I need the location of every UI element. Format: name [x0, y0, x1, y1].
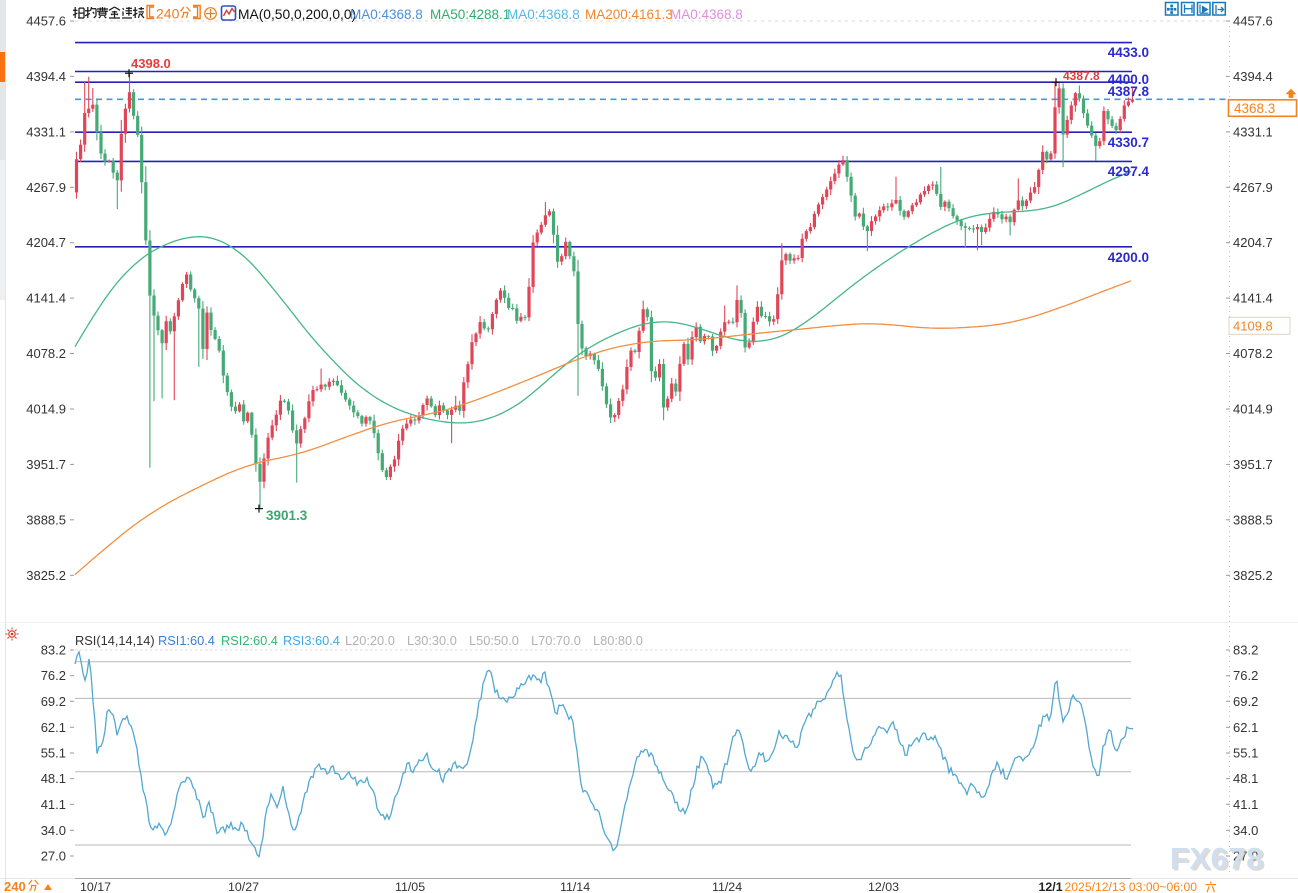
- svg-text:4204.7: 4204.7: [1233, 235, 1273, 250]
- svg-text:55.1: 55.1: [41, 746, 66, 761]
- svg-text:MA0:4368.8: MA0:4368.8: [350, 7, 423, 22]
- svg-text:4267.9: 4267.9: [1233, 180, 1273, 195]
- svg-text:4014.9: 4014.9: [1233, 402, 1273, 417]
- svg-text:41.1: 41.1: [41, 797, 66, 812]
- svg-text:4078.2: 4078.2: [1233, 346, 1273, 361]
- svg-text:4200.0: 4200.0: [1108, 250, 1149, 265]
- svg-text:3951.7: 3951.7: [1233, 457, 1273, 472]
- svg-text:3901.3: 3901.3: [266, 508, 308, 523]
- svg-text:11/05: 11/05: [395, 880, 425, 893]
- svg-text:62.1: 62.1: [41, 720, 66, 735]
- svg-text:RSI2:60.4: RSI2:60.4: [221, 633, 278, 648]
- svg-text:4457.6: 4457.6: [1233, 14, 1273, 29]
- svg-text:RSI3:60.4: RSI3:60.4: [283, 633, 340, 648]
- svg-text:76.2: 76.2: [41, 668, 66, 683]
- svg-text:3825.2: 3825.2: [26, 568, 66, 583]
- svg-text:RSI(14,14,14): RSI(14,14,14): [75, 633, 155, 648]
- svg-text:27.0: 27.0: [41, 849, 66, 864]
- svg-text:L30:30.0: L30:30.0: [407, 633, 457, 648]
- svg-text:4141.4: 4141.4: [26, 291, 66, 306]
- svg-text:4398.0: 4398.0: [131, 56, 171, 71]
- svg-text:L70:70.0: L70:70.0: [531, 633, 581, 648]
- svg-text:83.2: 83.2: [1233, 643, 1258, 658]
- svg-text:55.1: 55.1: [1233, 746, 1258, 761]
- svg-text:4387.8: 4387.8: [1108, 84, 1150, 99]
- svg-text:11/14: 11/14: [560, 880, 590, 893]
- svg-text:4394.4: 4394.4: [1233, 69, 1273, 84]
- svg-text:4267.9: 4267.9: [26, 180, 66, 195]
- svg-text:34.0: 34.0: [1233, 823, 1258, 838]
- svg-text:12/03: 12/03: [868, 880, 899, 893]
- svg-text:41.1: 41.1: [1233, 797, 1258, 812]
- svg-text:48.1: 48.1: [1233, 771, 1258, 786]
- svg-text:L20:20.0: L20:20.0: [345, 633, 395, 648]
- svg-text:FX678: FX678: [1170, 841, 1264, 876]
- svg-text:240: 240: [4, 879, 26, 893]
- svg-text:34.0: 34.0: [41, 823, 66, 838]
- svg-text:4457.6: 4457.6: [26, 14, 66, 29]
- svg-text:MA50:4288.1: MA50:4288.1: [430, 7, 510, 22]
- svg-text:4330.7: 4330.7: [1108, 135, 1149, 150]
- svg-text:4387.8: 4387.8: [1063, 69, 1100, 83]
- svg-text:4109.8: 4109.8: [1233, 318, 1273, 333]
- svg-text:RSI1:60.4: RSI1:60.4: [158, 633, 215, 648]
- svg-text:MA0:4368.8: MA0:4368.8: [507, 7, 580, 22]
- svg-text:10/27: 10/27: [228, 880, 259, 893]
- svg-text:48.1: 48.1: [41, 771, 66, 786]
- svg-text:2025/12/13 03:00~06:00: 2025/12/13 03:00~06:00: [1065, 880, 1198, 893]
- svg-text:4331.1: 4331.1: [26, 124, 66, 139]
- svg-text:69.2: 69.2: [41, 694, 66, 709]
- svg-text:4433.0: 4433.0: [1108, 45, 1149, 60]
- svg-text:4204.7: 4204.7: [26, 235, 66, 250]
- svg-text:3888.5: 3888.5: [1233, 512, 1273, 527]
- svg-text:27.0: 27.0: [1233, 849, 1258, 864]
- svg-text:3888.5: 3888.5: [26, 512, 66, 527]
- svg-text:4400.0: 4400.0: [1108, 72, 1149, 87]
- svg-text:MA(0,50,0,200,0,0): MA(0,50,0,200,0,0): [238, 7, 356, 22]
- svg-text:4297.4: 4297.4: [1108, 164, 1150, 179]
- svg-text:83.2: 83.2: [41, 643, 66, 658]
- svg-text:4331.1: 4331.1: [1233, 124, 1273, 139]
- svg-text:240: 240: [156, 6, 180, 22]
- svg-text:3825.2: 3825.2: [1233, 568, 1273, 583]
- svg-text:12/1: 12/1: [1039, 880, 1063, 893]
- svg-text:4394.4: 4394.4: [26, 69, 66, 84]
- svg-text:76.2: 76.2: [1233, 668, 1258, 683]
- svg-text:FX678: FX678: [1172, 843, 1266, 878]
- svg-text:4014.9: 4014.9: [26, 402, 66, 417]
- svg-text:MA0:4368.8: MA0:4368.8: [670, 7, 743, 22]
- svg-text:MA200:4161.3: MA200:4161.3: [585, 7, 673, 22]
- svg-text:L50:50.0: L50:50.0: [469, 633, 519, 648]
- svg-text:10/17: 10/17: [80, 880, 111, 893]
- svg-text:4141.4: 4141.4: [1233, 291, 1273, 306]
- svg-text:69.2: 69.2: [1233, 694, 1258, 709]
- svg-text:11/24: 11/24: [712, 880, 742, 893]
- svg-text:4078.2: 4078.2: [26, 346, 66, 361]
- svg-text:3951.7: 3951.7: [26, 457, 66, 472]
- svg-text:4368.3: 4368.3: [1234, 101, 1275, 116]
- svg-text:62.1: 62.1: [1233, 720, 1258, 735]
- svg-text:L80:80.0: L80:80.0: [593, 633, 643, 648]
